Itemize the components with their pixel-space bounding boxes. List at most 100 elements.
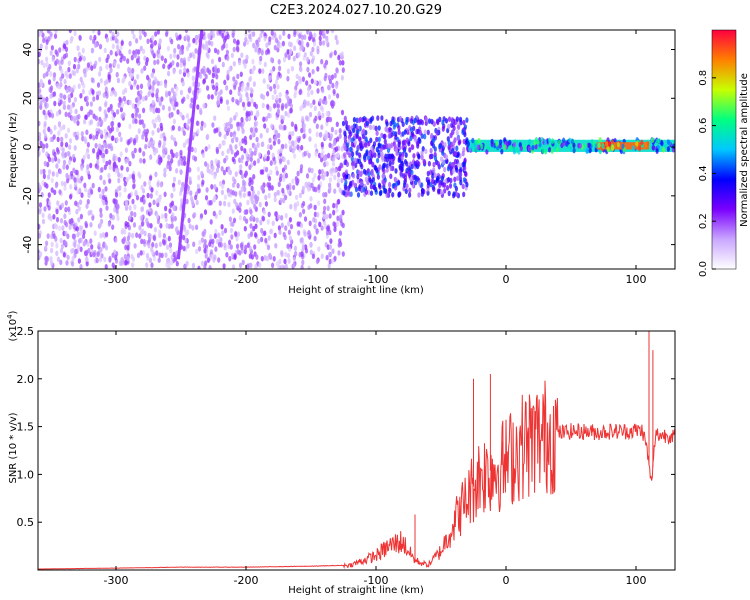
heatmap-cell <box>365 149 369 155</box>
heatmap-cell <box>118 96 122 103</box>
heatmap-cell <box>158 140 162 146</box>
heatmap-cell <box>408 187 412 194</box>
heatmap-cell <box>50 247 54 254</box>
heatmap-cell <box>336 177 341 184</box>
heatmap-cell <box>588 147 592 154</box>
heatmap-cell <box>306 91 311 98</box>
heatmap-cell <box>274 129 278 136</box>
heatmap-cell <box>308 128 312 134</box>
heatmap-cell <box>405 183 409 189</box>
heatmap-cell <box>157 107 161 114</box>
heatmap-cell <box>140 229 144 236</box>
heatmap-cell <box>164 82 168 89</box>
heatmap-cell <box>254 147 258 153</box>
heatmap-region <box>341 115 469 199</box>
heatmap-cell <box>166 244 170 251</box>
heatmap-cell <box>61 147 65 153</box>
heatmap-cell <box>262 209 266 215</box>
heatmap-cell <box>135 232 139 238</box>
heatmap-cell <box>84 220 88 227</box>
heatmap-cell <box>569 146 573 152</box>
heatmap-cell <box>309 242 313 248</box>
heatmap-cell <box>263 35 267 42</box>
heatmap-cell <box>52 214 56 220</box>
heatmap-cell <box>86 62 90 68</box>
heatmap-cell <box>124 199 128 205</box>
heatmap-cell <box>286 184 290 190</box>
heatmap-cell <box>144 136 148 143</box>
heatmap-cell <box>264 116 268 122</box>
heatmap-cell <box>201 152 205 158</box>
heatmap-cell <box>341 209 345 216</box>
heatmap-cell <box>266 83 270 90</box>
heatmap-cell <box>432 137 436 144</box>
heatmap-cell <box>119 57 123 63</box>
heatmap-cell <box>447 139 451 146</box>
heatmap-cell <box>362 168 366 175</box>
heatmap-cell <box>79 199 83 205</box>
heatmap-cell <box>441 126 445 132</box>
heatmap-cell <box>104 148 108 155</box>
snr-x-axis: -300 -200 -100 0 100 <box>104 331 647 587</box>
heatmap-cell <box>375 167 379 174</box>
heatmap-cell <box>72 84 76 91</box>
heatmap-cell <box>364 142 368 148</box>
heatmap-cell <box>269 160 273 166</box>
heatmap-cell <box>288 139 292 145</box>
heatmap-cell <box>259 32 263 39</box>
heatmap-cell <box>59 259 63 266</box>
heatmap-cell <box>151 119 155 125</box>
heatmap-cell <box>350 137 354 144</box>
heatmap-cell <box>60 180 64 187</box>
heatmap-cell <box>436 119 440 126</box>
heatmap-cell <box>104 245 109 251</box>
heatmap-cell <box>444 118 449 124</box>
heatmap-cell <box>186 94 190 100</box>
heatmap-cell <box>151 99 155 106</box>
heatmap-cell <box>218 143 222 150</box>
heatmap-cell <box>135 134 139 140</box>
heatmap-cell <box>204 260 208 267</box>
heatmap-cell <box>240 123 244 130</box>
heatmap-cell <box>217 232 221 238</box>
heatmap-cell <box>362 187 366 193</box>
heatmap-cell <box>231 190 235 196</box>
heatmap-cell <box>246 96 250 102</box>
heatmap-cell <box>209 219 213 225</box>
heatmap-cell <box>157 116 161 123</box>
heatmap-cell <box>46 161 50 168</box>
heatmap-cell <box>534 137 539 143</box>
heatmap-cell <box>305 80 309 86</box>
heatmap-cell <box>323 171 327 177</box>
heatmap-cell <box>182 96 186 103</box>
heatmap-cell <box>357 185 361 192</box>
heatmap-cell <box>291 130 295 137</box>
heatmap-cell <box>253 244 257 250</box>
heatmap-cell <box>333 226 337 233</box>
heatmap-cell <box>315 123 319 130</box>
heatmap-cell <box>248 33 252 40</box>
heatmap-cell <box>248 177 252 183</box>
heatmap-cell <box>92 148 96 154</box>
heatmap-cell <box>257 49 261 55</box>
heatmap-cell <box>325 110 329 117</box>
heatmap-cell <box>118 131 122 138</box>
heatmap-cell <box>65 39 69 46</box>
heatmap-cell <box>128 40 132 47</box>
heatmap-cell <box>38 185 43 191</box>
heatmap-cell <box>295 73 299 80</box>
heatmap-cell <box>167 154 171 161</box>
heatmap-cell <box>423 133 427 140</box>
heatmap-region <box>38 30 345 269</box>
heatmap-cell <box>175 168 179 174</box>
heatmap-cell <box>218 200 222 207</box>
heatmap-cell <box>213 233 217 239</box>
heatmap-cell <box>240 157 244 164</box>
heatmap-cell <box>158 38 162 44</box>
heatmap-cell <box>368 150 372 157</box>
heatmap-cell <box>134 48 139 55</box>
heatmap-cell <box>362 128 366 135</box>
heatmap-cell <box>367 140 371 147</box>
heatmap-cell <box>288 217 292 223</box>
